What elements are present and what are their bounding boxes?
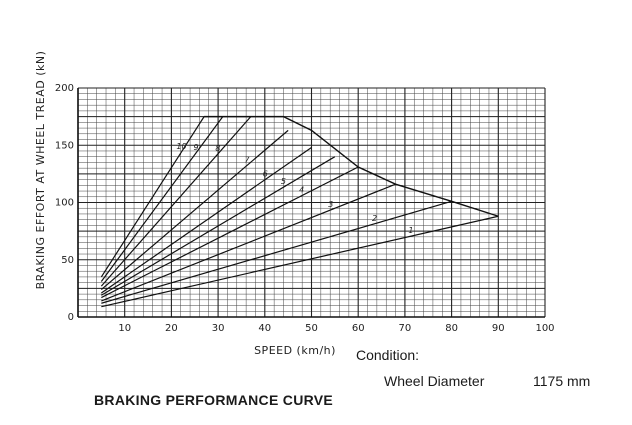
x-tick-label: 60 [352,323,365,334]
envelope-line [204,115,499,217]
series-label: 8 [215,144,220,153]
series-line-notch-2 [101,200,452,304]
condition-heading: Condition: [356,347,420,363]
chart-title: BRAKING PERFORMANCE CURVE [94,392,334,408]
series-label: 1 [408,226,413,235]
series-line-notch-6 [101,147,312,294]
series-label: 7 [245,155,251,164]
series-label: 3 [328,200,333,209]
x-tick-label: 50 [305,323,318,334]
chart-axes [77,88,545,318]
chart-tick-labels: 10 20 30 40 50 60 70 80 90 100 0 50 100 150 200 [55,83,555,334]
series-line-notch-10 [100,116,205,278]
x-tick-label: 90 [492,323,505,334]
chart-series [100,115,499,308]
series-line-notch-3 [101,183,396,302]
series-label: 4 [299,186,304,195]
series-label: 2 [372,214,377,223]
y-axis-label: BRAKING EFFORT AT WHEEL TREAD (kN) [34,51,47,290]
x-tick-label: 100 [535,323,554,334]
y-tick-label: 50 [61,255,74,266]
series-line-notch-9 [100,116,224,282]
y-tick-label: 0 [68,312,74,323]
x-tick-label: 10 [118,323,131,334]
series-line-notch-7 [100,129,289,290]
x-tick-label: 30 [212,323,225,334]
series-line-notch-1 [101,215,499,308]
series-line-notch-5 [101,156,336,296]
x-tick-label: 70 [399,323,412,334]
x-tick-label: 80 [445,323,458,334]
series-label: 5 [281,177,286,186]
condition-wheel-diameter-value: 1175 mm [533,373,591,389]
chart-notch-labels: 1 2 3 4 5 6 7 8 9 10 [176,142,413,235]
x-axis-label: SPEED (km/h) [254,344,336,357]
series-label: 6 [263,170,268,179]
series-line-notch-4 [101,166,359,299]
series-label: 9 [194,143,199,152]
y-tick-label: 200 [55,83,74,94]
condition-wheel-diameter-label: Wheel Diameter [384,373,485,389]
x-tick-label: 40 [258,323,271,334]
y-tick-label: 150 [55,140,74,151]
series-label: 10 [176,142,186,151]
series-line-notch-8 [100,116,252,287]
x-tick-label: 20 [165,323,178,334]
y-tick-label: 100 [55,198,74,209]
